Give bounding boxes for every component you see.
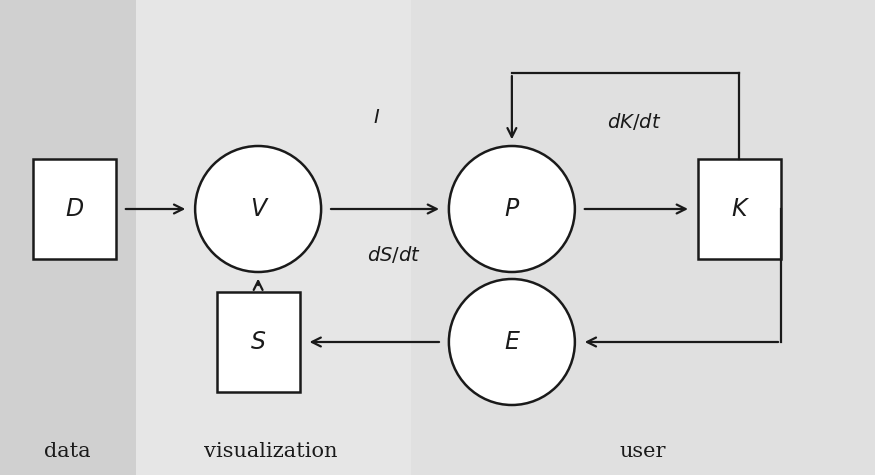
Bar [136, 0, 411, 475]
Text: $dS/dt$: $dS/dt$ [367, 244, 421, 265]
Text: data: data [44, 442, 91, 461]
Text: K: K [732, 197, 747, 221]
Bar [0, 0, 136, 475]
Text: S: S [250, 330, 266, 354]
FancyBboxPatch shape [33, 159, 116, 259]
Text: V: V [250, 197, 266, 221]
Text: D: D [66, 197, 83, 221]
Bar [411, 0, 875, 475]
Text: E: E [504, 330, 520, 354]
Text: $dK/dt$: $dK/dt$ [607, 111, 662, 132]
Text: $I$: $I$ [373, 108, 380, 127]
Ellipse shape [195, 146, 321, 272]
FancyBboxPatch shape [698, 159, 781, 259]
Text: P: P [505, 197, 519, 221]
Text: visualization: visualization [205, 442, 338, 461]
Text: user: user [620, 442, 667, 461]
Ellipse shape [449, 279, 575, 405]
Ellipse shape [449, 146, 575, 272]
FancyBboxPatch shape [217, 292, 299, 392]
